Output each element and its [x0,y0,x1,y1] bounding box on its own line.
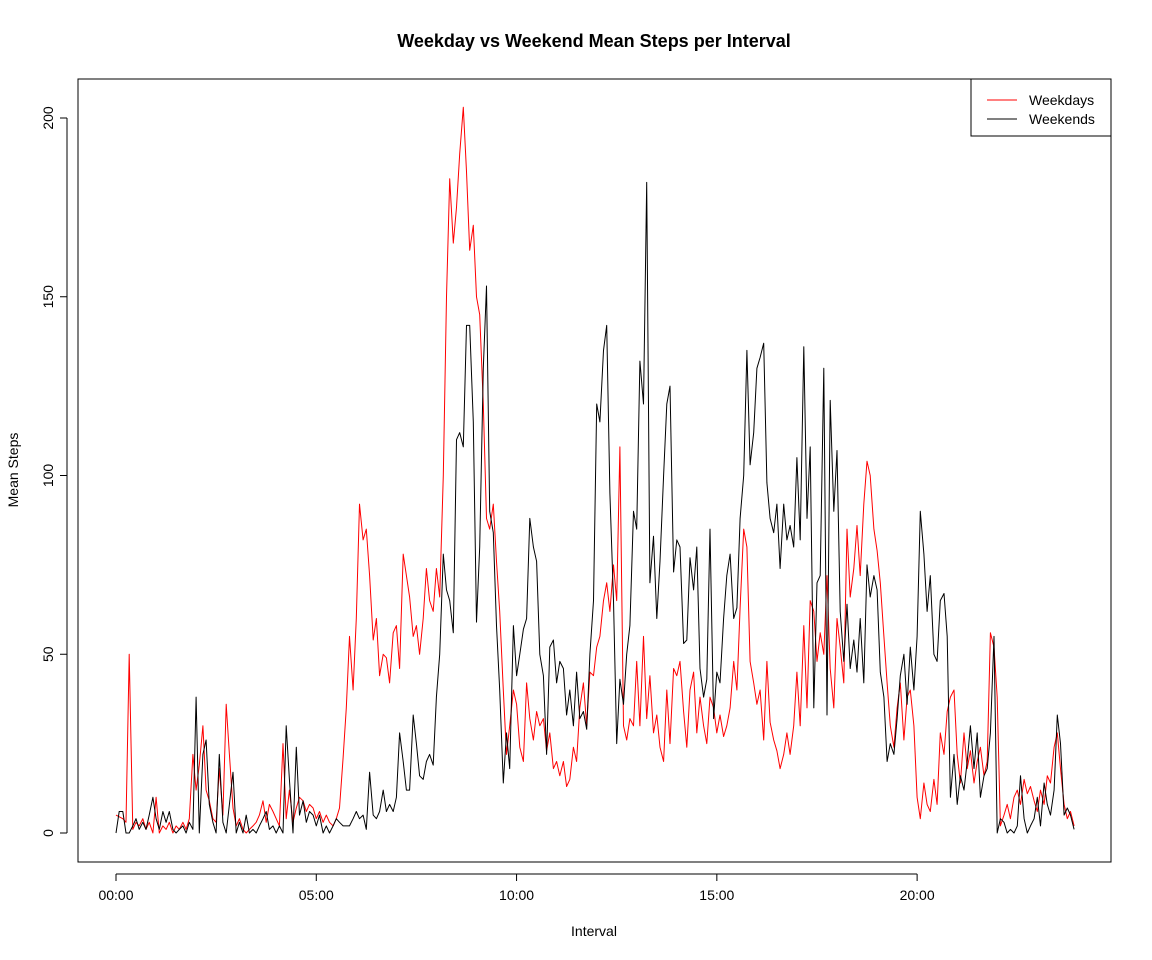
y-tick-label: 50 [40,646,56,662]
y-tick-label: 150 [40,285,56,309]
chart-title: Weekday vs Weekend Mean Steps per Interv… [397,31,791,51]
series-lines [115,106,1075,834]
plot-frame [77,78,1112,863]
legend-label: Weekends [1029,111,1095,127]
x-tick-label: 05:00 [299,887,334,903]
x-tick-label: 20:00 [900,887,935,903]
x-axis: 00:00 05:00 10:00 15:00 20:00 [98,873,935,903]
series-line-weekdays [115,106,1075,834]
legend: Weekdays Weekends [970,78,1112,137]
x-tick-label: 15:00 [699,887,734,903]
y-tick-label: 100 [40,464,56,488]
series-line-weekends [115,181,1075,834]
y-tick-label: 200 [40,106,56,130]
x-tick-label: 00:00 [98,887,133,903]
y-tick-label: 0 [40,829,56,837]
y-axis: 0 50 100 150 200 [40,106,68,837]
y-axis-label: Mean Steps [5,433,21,508]
x-tick-label: 10:00 [499,887,534,903]
x-axis-label: Interval [571,923,617,939]
legend-label: Weekdays [1029,92,1094,108]
legend-box [970,78,1112,137]
